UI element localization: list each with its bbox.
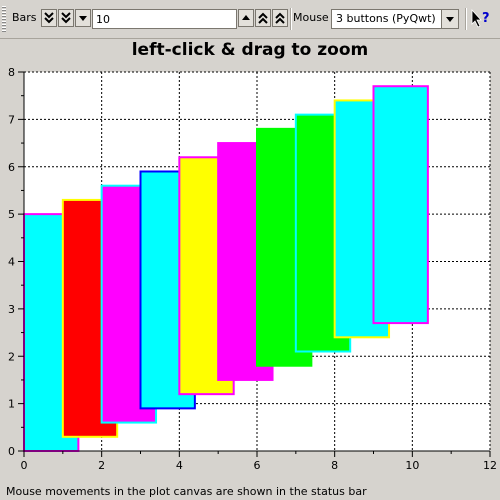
toolbar-grip[interactable] [2, 6, 6, 32]
y-tick-label: 7 [8, 113, 15, 126]
status-bar: Mouse movements in the plot canvas are s… [6, 485, 367, 498]
mouse-mode-select[interactable]: 3 buttons (PyQwt) [331, 9, 459, 29]
double-chevron-down-icon [61, 12, 71, 24]
y-tick-label: 5 [8, 208, 15, 221]
x-tick-label: 0 [21, 459, 28, 472]
svg-text:?: ? [482, 11, 490, 26]
bars-fast-decrease-button[interactable] [41, 9, 57, 27]
mouse-mode-value: 3 buttons (PyQwt) [336, 12, 436, 25]
bars-increase-button[interactable] [238, 9, 254, 27]
bars-increase-more-button[interactable] [255, 9, 271, 27]
mouse-mode-dropdown-arrow[interactable] [441, 10, 458, 28]
mouse-label: Mouse [293, 11, 329, 24]
toolbar-separator [465, 8, 467, 30]
x-tick-label: 10 [405, 459, 419, 472]
x-tick-label: 6 [254, 459, 261, 472]
y-tick-label: 4 [8, 256, 15, 269]
x-tick-label: 12 [483, 459, 497, 472]
chevron-down-icon [446, 17, 454, 22]
double-chevron-down-icon [44, 12, 54, 24]
bar-10 [372, 85, 429, 325]
bars-decrease-more-button[interactable] [58, 9, 74, 27]
y-tick-label: 6 [8, 161, 15, 174]
bars-label: Bars [12, 11, 37, 24]
y-tick-label: 2 [8, 350, 15, 363]
double-chevron-up-icon [258, 12, 268, 24]
bars-fast-increase-button[interactable] [272, 9, 288, 27]
double-chevron-up-icon [275, 12, 285, 24]
x-tick-label: 2 [98, 459, 105, 472]
whats-this-button[interactable]: ? [470, 8, 492, 30]
chevron-down-icon [79, 16, 87, 21]
y-tick-label: 8 [8, 66, 15, 79]
bars-decrease-button[interactable] [75, 9, 91, 27]
y-tick-label: 0 [8, 445, 15, 458]
x-tick-label: 4 [176, 459, 183, 472]
toolbar: Bars Mouse 3 b [0, 0, 500, 39]
x-tick-label: 8 [331, 459, 338, 472]
whats-this-icon: ? [471, 8, 490, 28]
bars-count-input[interactable] [92, 9, 237, 29]
y-tick-label: 3 [8, 303, 15, 316]
toolbar-separator [290, 8, 292, 30]
y-tick-label: 1 [8, 398, 15, 411]
chevron-up-icon [242, 15, 250, 20]
plot-title: left-click & drag to zoom [131, 40, 369, 60]
